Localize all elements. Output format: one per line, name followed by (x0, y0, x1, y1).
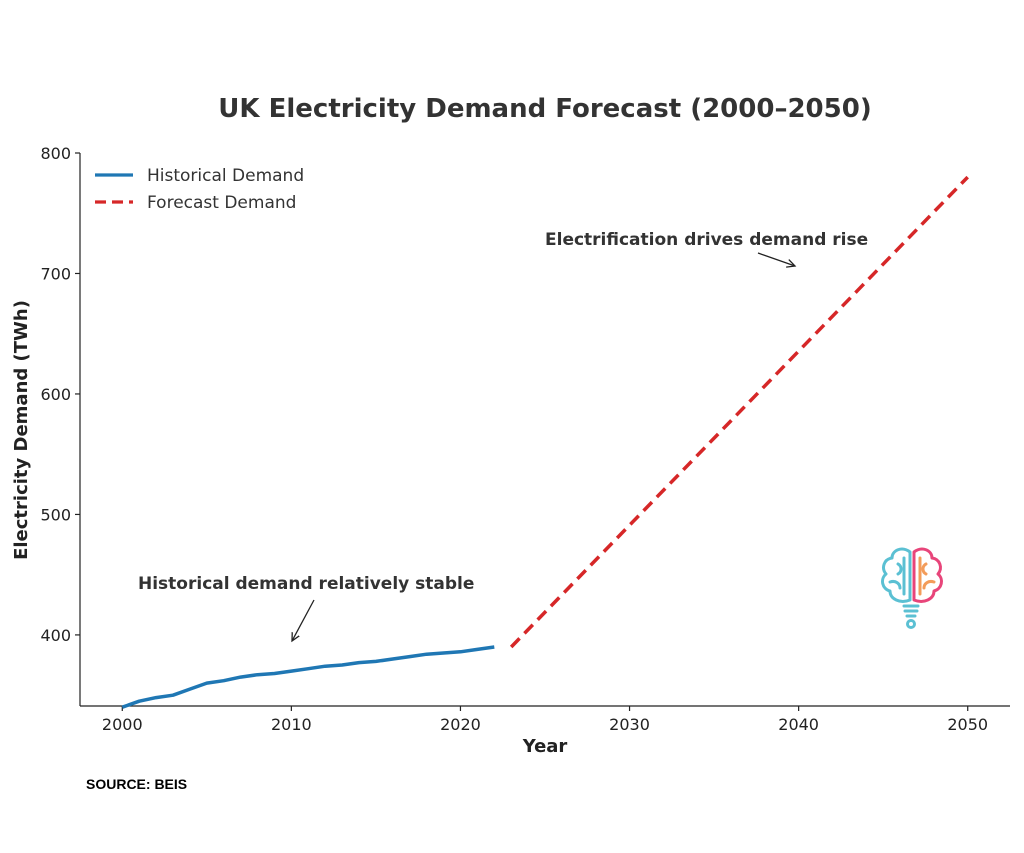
chart-title: UK Electricity Demand Forecast (2000–205… (218, 94, 871, 124)
y-axis-title: Electricity Demand (TWh) (11, 300, 32, 560)
y-tick-label: 700 (40, 264, 71, 283)
series-layer (121, 175, 969, 709)
annotation-historical-arrow (292, 599, 315, 641)
x-tick-label: 2040 (778, 715, 819, 734)
series-line-forecast (509, 175, 969, 649)
legend-label-historical: Historical Demand (147, 166, 304, 186)
axes (79, 153, 1010, 707)
x-tick-label: 2050 (947, 715, 988, 734)
x-tick-label: 2030 (609, 715, 650, 734)
series-line-historical (121, 645, 495, 709)
x-tick-label: 2000 (102, 715, 143, 734)
y-ticks: 400 500 600 700 800 (40, 144, 80, 645)
x-axis-title: Year (522, 736, 568, 757)
annotation-forecast-arrow (757, 252, 795, 266)
x-tick-label: 2020 (440, 715, 481, 734)
source-note: SOURCE: BEIS (86, 776, 188, 792)
annotation-historical-text: Historical demand relatively stable (138, 574, 474, 594)
x-tick-label: 2010 (271, 715, 312, 734)
x-ticks: 2000 2010 2020 2030 2040 2050 (102, 706, 988, 734)
legend-label-forecast: Forecast Demand (147, 193, 296, 213)
y-tick-label: 600 (40, 385, 71, 404)
legend: Historical Demand Forecast Demand (95, 166, 304, 213)
annotation-forecast-text: Electrification drives demand rise (545, 230, 868, 250)
y-tick-label: 400 (40, 626, 71, 645)
y-tick-label: 500 (40, 505, 71, 524)
brain-lightbulb-icon (881, 547, 943, 629)
y-tick-label: 800 (40, 144, 71, 163)
annotations: Historical demand relatively stable Elec… (138, 230, 868, 641)
